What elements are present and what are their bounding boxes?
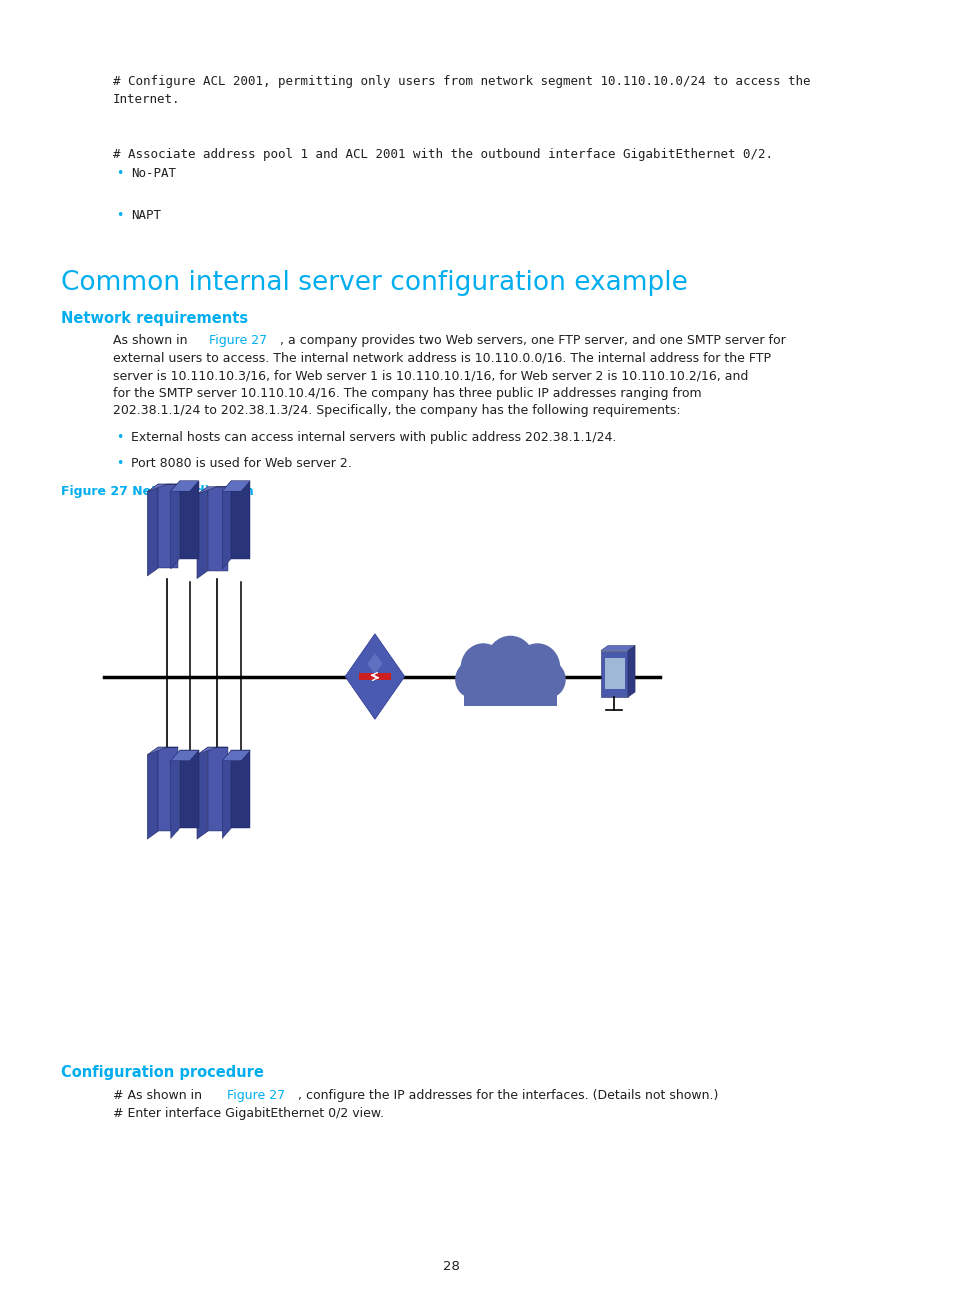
Polygon shape [231, 750, 250, 828]
Text: server is 10.110.10.3/16, for Web server 1 is 10.110.10.1/16, for Web server 2 i: server is 10.110.10.3/16, for Web server… [112, 369, 747, 382]
Polygon shape [208, 487, 228, 570]
Text: Configuration procedure: Configuration procedure [61, 1065, 264, 1081]
Polygon shape [208, 746, 228, 832]
Ellipse shape [515, 643, 559, 692]
Polygon shape [158, 485, 178, 569]
Ellipse shape [455, 661, 489, 699]
Text: Port 8080 is used for Web server 2.: Port 8080 is used for Web server 2. [131, 457, 352, 470]
Polygon shape [367, 653, 382, 674]
Polygon shape [196, 487, 228, 495]
Polygon shape [345, 634, 404, 719]
Polygon shape [171, 750, 198, 761]
Text: # Configure ACL 2001, permitting only users from network segment 10.110.10.0/24 : # Configure ACL 2001, permitting only us… [112, 75, 810, 88]
Bar [464, 660, 556, 705]
Text: Common internal server configuration example: Common internal server configuration exa… [61, 270, 687, 295]
Polygon shape [196, 487, 208, 578]
Text: NAPT: NAPT [131, 209, 161, 222]
Text: Figure 27: Figure 27 [209, 334, 267, 347]
Polygon shape [179, 750, 198, 828]
Polygon shape [196, 746, 228, 754]
Polygon shape [171, 481, 179, 569]
Text: •: • [115, 167, 123, 180]
Text: Network requirements: Network requirements [61, 311, 249, 327]
Text: 202.38.1.1/24 to 202.38.1.3/24. Specifically, the company has the following requ: 202.38.1.1/24 to 202.38.1.3/24. Specific… [112, 404, 679, 417]
Polygon shape [222, 750, 250, 761]
Polygon shape [147, 485, 178, 492]
Polygon shape [231, 481, 250, 559]
Polygon shape [196, 746, 208, 840]
Text: •: • [115, 430, 123, 443]
Text: , a company provides two Web servers, one FTP server, and one SMTP server for: , a company provides two Web servers, on… [279, 334, 785, 347]
Ellipse shape [475, 662, 513, 702]
Polygon shape [600, 651, 627, 697]
Polygon shape [179, 481, 198, 559]
Polygon shape [147, 746, 158, 840]
Text: As shown in: As shown in [112, 334, 192, 347]
Ellipse shape [507, 662, 545, 702]
Polygon shape [147, 746, 178, 754]
Text: , configure the IP addresses for the interfaces. (Details not shown.): , configure the IP addresses for the int… [297, 1089, 718, 1102]
Text: Figure 27 Network diagram: Figure 27 Network diagram [61, 485, 253, 498]
Text: •: • [115, 209, 123, 222]
Polygon shape [627, 645, 635, 697]
Polygon shape [604, 658, 624, 689]
Text: for the SMTP server 10.110.10.4/16. The company has three public IP addresses ra: for the SMTP server 10.110.10.4/16. The … [112, 386, 700, 400]
Text: # As shown in: # As shown in [112, 1089, 206, 1102]
Ellipse shape [531, 661, 565, 699]
Text: external users to access. The internal network address is 10.110.0.0/16. The int: external users to access. The internal n… [112, 351, 770, 365]
Text: No-PAT: No-PAT [131, 167, 175, 180]
Polygon shape [222, 481, 250, 491]
Text: External hosts can access internal servers with public address 202.38.1.1/24.: External hosts can access internal serve… [131, 430, 616, 443]
Ellipse shape [460, 643, 506, 692]
Polygon shape [171, 481, 198, 491]
Text: # Associate address pool 1 and ACL 2001 with the outbound interface GigabitEther: # Associate address pool 1 and ACL 2001 … [112, 148, 772, 161]
Text: Figure 27: Figure 27 [226, 1089, 284, 1102]
Polygon shape [600, 645, 635, 651]
Text: •: • [115, 457, 123, 470]
Polygon shape [358, 673, 391, 680]
Polygon shape [222, 750, 231, 839]
Polygon shape [147, 485, 158, 575]
Polygon shape [222, 481, 231, 569]
Polygon shape [158, 746, 178, 832]
Text: 28: 28 [443, 1260, 459, 1273]
Ellipse shape [485, 636, 535, 688]
Text: Internet.: Internet. [112, 93, 180, 106]
Polygon shape [171, 750, 179, 839]
Text: # Enter interface GigabitEthernet 0/2 view.: # Enter interface GigabitEthernet 0/2 vi… [112, 1107, 383, 1120]
